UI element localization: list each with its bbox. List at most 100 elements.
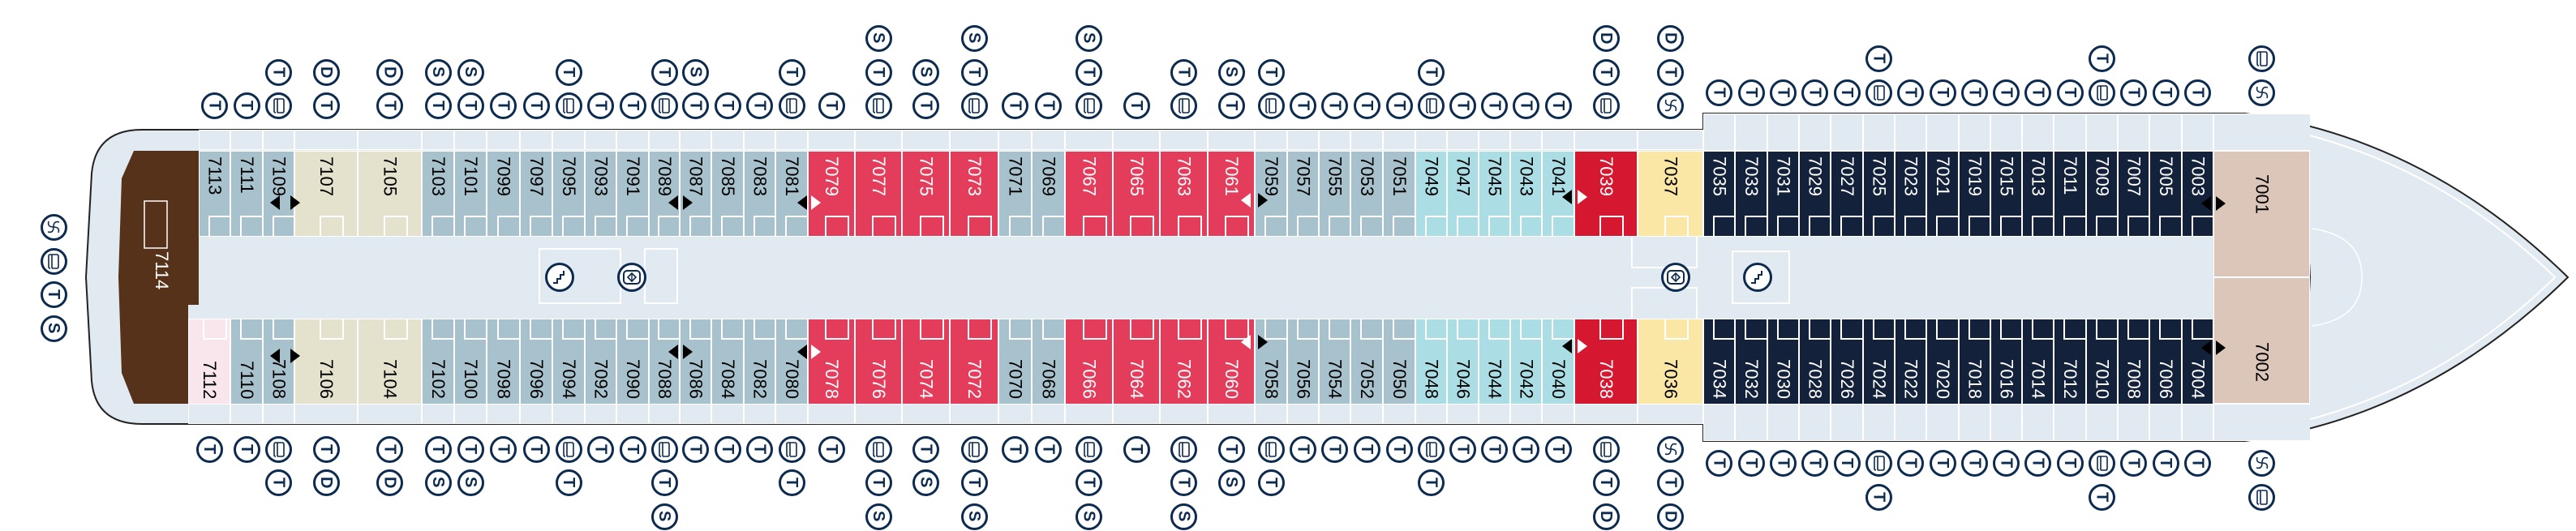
cabin-7070[interactable]: 7070 bbox=[998, 319, 1033, 405]
cabin-7018[interactable]: 7018 bbox=[1959, 319, 1993, 405]
cabin-7068[interactable]: 7068 bbox=[1032, 319, 1067, 405]
cabin-7081[interactable]: 7081 bbox=[775, 151, 809, 237]
cabin-7088[interactable]: 7088 bbox=[649, 319, 682, 405]
cabin-7009[interactable]: 7009 bbox=[2086, 151, 2120, 237]
cabin-7046[interactable]: 7046 bbox=[1447, 319, 1481, 405]
cabin-7045[interactable]: 7045 bbox=[1479, 151, 1513, 237]
stairs-icon[interactable] bbox=[545, 263, 574, 292]
cabin-7055[interactable]: 7055 bbox=[1319, 151, 1353, 237]
cabin-7095[interactable]: 7095 bbox=[552, 151, 586, 237]
cabin-7093[interactable]: 7093 bbox=[585, 151, 619, 237]
cabin-7090[interactable]: 7090 bbox=[616, 319, 650, 405]
cabin-7024[interactable]: 7024 bbox=[1863, 319, 1897, 405]
cabin-7034[interactable]: 7034 bbox=[1703, 319, 1737, 405]
cabin-7048[interactable]: 7048 bbox=[1415, 319, 1449, 405]
cabin-7053[interactable]: 7053 bbox=[1350, 151, 1385, 237]
cabin-7044[interactable]: 7044 bbox=[1479, 319, 1513, 405]
cabin-7008[interactable]: 7008 bbox=[2118, 319, 2152, 405]
cabin-7050[interactable]: 7050 bbox=[1383, 319, 1417, 405]
cabin-7022[interactable]: 7022 bbox=[1895, 319, 1929, 405]
cabin-7066[interactable]: 7066 bbox=[1065, 319, 1113, 405]
cabin-7056[interactable]: 7056 bbox=[1287, 319, 1321, 405]
cabin-7054[interactable]: 7054 bbox=[1319, 319, 1353, 405]
cabin-7107[interactable]: 7107 bbox=[294, 151, 358, 237]
cabin-7075[interactable]: 7075 bbox=[902, 151, 950, 237]
cabin-7052[interactable]: 7052 bbox=[1350, 319, 1385, 405]
cabin-7036[interactable]: 7036 bbox=[1638, 319, 1703, 405]
cabin-7025[interactable]: 7025 bbox=[1863, 151, 1897, 237]
cabin-7084[interactable]: 7084 bbox=[711, 319, 745, 405]
cabin-7019[interactable]: 7019 bbox=[1959, 151, 1993, 237]
cabin-7072[interactable]: 7072 bbox=[950, 319, 998, 405]
cabin-7001[interactable]: 7001 bbox=[2213, 151, 2310, 277]
cabin-7092[interactable]: 7092 bbox=[585, 319, 619, 405]
cabin-7037[interactable]: 7037 bbox=[1638, 151, 1703, 237]
cabin-7002[interactable]: 7002 bbox=[2213, 277, 2310, 404]
cabin-7082[interactable]: 7082 bbox=[744, 319, 778, 405]
cabin-7109[interactable]: 7109 bbox=[263, 151, 297, 237]
cabin-7102[interactable]: 7102 bbox=[422, 319, 456, 405]
cabin-7099[interactable]: 7099 bbox=[487, 151, 522, 237]
cabin-7083[interactable]: 7083 bbox=[744, 151, 778, 237]
cabin-7035[interactable]: 7035 bbox=[1703, 151, 1737, 237]
cabin-7023[interactable]: 7023 bbox=[1895, 151, 1929, 237]
cabin-7040[interactable]: 7040 bbox=[1542, 319, 1576, 405]
cabin-7087[interactable]: 7087 bbox=[680, 151, 714, 237]
cabin-7042[interactable]: 7042 bbox=[1510, 319, 1544, 405]
cabin-7015[interactable]: 7015 bbox=[1990, 151, 2024, 237]
cabin-7043[interactable]: 7043 bbox=[1510, 151, 1544, 237]
cabin-7059[interactable]: 7059 bbox=[1255, 151, 1289, 237]
cabin-7077[interactable]: 7077 bbox=[855, 151, 902, 237]
cabin-7105[interactable]: 7105 bbox=[358, 151, 422, 237]
cabin-7006[interactable]: 7006 bbox=[2149, 319, 2183, 405]
cabin-7089[interactable]: 7089 bbox=[649, 151, 682, 237]
cabin-7016[interactable]: 7016 bbox=[1990, 319, 2024, 405]
cabin-7033[interactable]: 7033 bbox=[1735, 151, 1769, 237]
cabin-7026[interactable]: 7026 bbox=[1831, 319, 1865, 405]
cabin-7114-label[interactable]: 7114 bbox=[152, 251, 172, 290]
cabin-7003[interactable]: 7003 bbox=[2182, 151, 2216, 237]
cabin-7030[interactable]: 7030 bbox=[1767, 319, 1801, 405]
cabin-7028[interactable]: 7028 bbox=[1799, 319, 1833, 405]
cabin-7071[interactable]: 7071 bbox=[998, 151, 1033, 237]
cabin-7007[interactable]: 7007 bbox=[2118, 151, 2152, 237]
cabin-7100[interactable]: 7100 bbox=[454, 319, 488, 405]
cabin-7085[interactable]: 7085 bbox=[711, 151, 745, 237]
cabin-7067[interactable]: 7067 bbox=[1065, 151, 1113, 237]
cabin-7032[interactable]: 7032 bbox=[1735, 319, 1769, 405]
elevator-icon[interactable] bbox=[1661, 263, 1690, 292]
cabin-7106[interactable]: 7106 bbox=[294, 319, 358, 405]
cabin-7013[interactable]: 7013 bbox=[2022, 151, 2056, 237]
cabin-7104[interactable]: 7104 bbox=[358, 319, 422, 405]
elevator-icon[interactable] bbox=[617, 263, 646, 292]
cabin-7091[interactable]: 7091 bbox=[616, 151, 650, 237]
cabin-7069[interactable]: 7069 bbox=[1032, 151, 1067, 237]
cabin-7051[interactable]: 7051 bbox=[1383, 151, 1417, 237]
cabin-7097[interactable]: 7097 bbox=[520, 151, 554, 237]
cabin-7101[interactable]: 7101 bbox=[454, 151, 488, 237]
cabin-7004[interactable]: 7004 bbox=[2182, 319, 2216, 405]
cabin-7062[interactable]: 7062 bbox=[1160, 319, 1208, 405]
cabin-7103[interactable]: 7103 bbox=[422, 151, 456, 237]
cabin-7014[interactable]: 7014 bbox=[2022, 319, 2056, 405]
cabin-7020[interactable]: 7020 bbox=[1926, 319, 1960, 405]
cabin-7031[interactable]: 7031 bbox=[1767, 151, 1801, 237]
cabin-7012[interactable]: 7012 bbox=[2054, 319, 2088, 405]
cabin-7112[interactable]: 7112 bbox=[188, 319, 230, 405]
cabin-7073[interactable]: 7073 bbox=[950, 151, 998, 237]
cabin-7080[interactable]: 7080 bbox=[775, 319, 809, 405]
cabin-7010[interactable]: 7010 bbox=[2086, 319, 2120, 405]
cabin-7057[interactable]: 7057 bbox=[1287, 151, 1321, 237]
cabin-7079[interactable]: 7079 bbox=[808, 151, 855, 237]
cabin-7049[interactable]: 7049 bbox=[1415, 151, 1449, 237]
cabin-7065[interactable]: 7065 bbox=[1113, 151, 1160, 237]
cabin-7078[interactable]: 7078 bbox=[808, 319, 855, 405]
cabin-7027[interactable]: 7027 bbox=[1831, 151, 1865, 237]
cabin-7021[interactable]: 7021 bbox=[1926, 151, 1960, 237]
cabin-7005[interactable]: 7005 bbox=[2149, 151, 2183, 237]
cabin-7063[interactable]: 7063 bbox=[1160, 151, 1208, 237]
cabin-7076[interactable]: 7076 bbox=[855, 319, 902, 405]
cabin-7058[interactable]: 7058 bbox=[1255, 319, 1289, 405]
cabin-7064[interactable]: 7064 bbox=[1113, 319, 1160, 405]
cabin-7060[interactable]: 7060 bbox=[1208, 319, 1255, 405]
